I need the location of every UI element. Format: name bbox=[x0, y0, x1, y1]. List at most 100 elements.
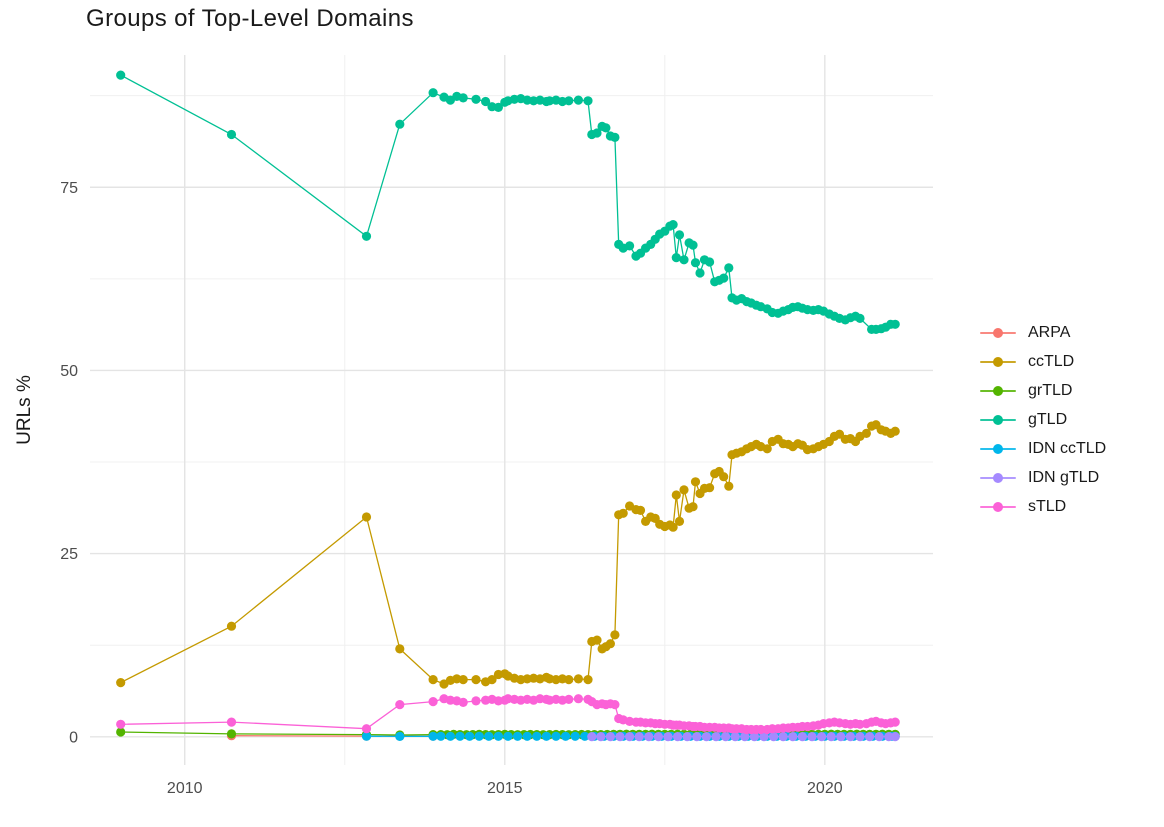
data-point-idn-cctld bbox=[561, 731, 571, 741]
data-point-idn-gtld bbox=[663, 732, 673, 742]
data-point-gtld bbox=[471, 94, 481, 104]
data-point-idn-gtld bbox=[692, 732, 702, 742]
data-point-idn-gtld bbox=[865, 732, 875, 742]
series-line-gtld bbox=[120, 74, 896, 331]
data-point-idn-gtld bbox=[730, 732, 740, 742]
data-point-idn-cctld bbox=[522, 731, 532, 741]
data-point-stld bbox=[610, 700, 620, 710]
y-tick-label: 75 bbox=[60, 180, 78, 197]
legend-label-idn-cctld: IDN ccTLD bbox=[1028, 439, 1107, 457]
legend-item-cctld: ccTLD bbox=[980, 347, 1106, 376]
data-point-cctld bbox=[705, 483, 715, 493]
data-point-gtld bbox=[592, 128, 602, 138]
data-point-idn-gtld bbox=[605, 732, 616, 742]
legend-key-icon-cctld bbox=[980, 356, 1016, 368]
data-point-stld bbox=[395, 700, 405, 710]
data-point-idn-gtld bbox=[644, 732, 654, 742]
data-point-idn-gtld bbox=[826, 732, 836, 742]
data-point-idn-gtld bbox=[721, 732, 731, 742]
data-point-grtld bbox=[116, 727, 126, 737]
data-point-gtld bbox=[428, 88, 438, 98]
data-point-idn-cctld bbox=[551, 731, 561, 741]
data-point-gtld bbox=[690, 258, 701, 268]
data-point-gtld bbox=[458, 93, 468, 103]
data-point-idn-cctld bbox=[541, 731, 552, 741]
legend-key-icon-idn-cctld bbox=[980, 443, 1016, 455]
data-point-idn-gtld bbox=[788, 732, 798, 742]
legend-key-icon-gtld bbox=[980, 414, 1016, 426]
data-point-gtld bbox=[695, 268, 705, 278]
data-point-gtld bbox=[583, 96, 593, 106]
data-point-cctld bbox=[395, 644, 405, 654]
data-point-idn-gtld bbox=[749, 732, 760, 742]
data-point-idn-gtld bbox=[797, 732, 808, 742]
data-point-stld bbox=[116, 719, 126, 729]
data-point-gtld bbox=[361, 231, 372, 241]
legend-label-arpa: ARPA bbox=[1028, 323, 1071, 341]
data-point-idn-gtld bbox=[778, 732, 788, 742]
data-point-cctld bbox=[226, 621, 237, 631]
data-point-idn-gtld bbox=[682, 732, 692, 742]
data-point-cctld bbox=[724, 481, 734, 491]
data-point-cctld bbox=[671, 490, 681, 500]
data-point-cctld bbox=[618, 508, 628, 518]
data-point-idn-gtld bbox=[673, 732, 683, 742]
data-point-cctld bbox=[458, 675, 468, 685]
data-point-idn-cctld bbox=[580, 731, 590, 741]
legend-item-idn-gtld: IDN gTLD bbox=[980, 463, 1106, 492]
data-point-idn-gtld bbox=[874, 732, 884, 742]
data-point-gtld bbox=[625, 241, 635, 251]
data-point-idn-cctld bbox=[465, 731, 475, 741]
data-point-cctld bbox=[762, 444, 772, 454]
data-point-idn-gtld bbox=[596, 732, 606, 742]
data-point-stld bbox=[226, 717, 237, 727]
data-point-cctld bbox=[428, 675, 438, 685]
data-point-idn-gtld bbox=[587, 732, 597, 742]
legend-key-icon-arpa bbox=[980, 327, 1016, 339]
chart-title: Groups of Top-Level Domains bbox=[86, 5, 414, 32]
data-point-idn-cctld bbox=[493, 731, 503, 741]
data-point-cctld bbox=[690, 477, 701, 487]
legend-label-cctld: ccTLD bbox=[1028, 352, 1075, 370]
data-point-cctld bbox=[116, 678, 126, 688]
data-point-gtld bbox=[855, 313, 865, 323]
data-point-gtld bbox=[671, 253, 681, 263]
y-tick-label: 50 bbox=[60, 363, 78, 380]
data-point-gtld bbox=[890, 319, 900, 329]
data-point-gtld bbox=[481, 96, 491, 107]
data-point-idn-cctld bbox=[361, 731, 372, 741]
data-point-cctld bbox=[573, 674, 584, 684]
data-point-cctld bbox=[487, 675, 497, 685]
data-point-stld bbox=[573, 694, 584, 704]
legend-key-icon-idn-gtld bbox=[980, 472, 1016, 484]
x-tick-label: 2010 bbox=[167, 780, 203, 797]
data-point-grtld bbox=[226, 729, 237, 739]
data-point-stld bbox=[361, 724, 372, 734]
data-point-idn-cctld bbox=[474, 731, 484, 741]
data-point-idn-gtld bbox=[740, 732, 750, 742]
legend-label-grtld: grTLD bbox=[1028, 381, 1073, 399]
data-point-cctld bbox=[890, 426, 900, 436]
data-point-stld bbox=[564, 694, 574, 705]
legend-label-idn-gtld: IDN gTLD bbox=[1028, 468, 1100, 486]
data-point-idn-cctld bbox=[455, 731, 465, 741]
legend: ARPA ccTLD grTLD gTLD IDN ccTLD IDN gTLD sTLD bbox=[980, 318, 1106, 521]
data-point-gtld bbox=[679, 255, 689, 265]
data-point-idn-cctld bbox=[428, 731, 438, 741]
data-point-gtld bbox=[493, 102, 503, 112]
data-point-gtld bbox=[610, 132, 620, 142]
data-point-gtld bbox=[226, 129, 237, 140]
y-tick-label: 25 bbox=[60, 546, 78, 563]
data-point-gtld bbox=[564, 96, 574, 106]
data-point-idn-cctld bbox=[436, 731, 446, 741]
data-point-idn-cctld bbox=[484, 731, 494, 741]
data-point-stld bbox=[458, 697, 468, 708]
legend-key-icon-grtld bbox=[980, 385, 1016, 397]
data-point-cctld bbox=[605, 639, 616, 649]
data-point-idn-cctld bbox=[532, 731, 542, 741]
data-point-cctld bbox=[861, 428, 872, 438]
data-point-cctld bbox=[592, 635, 602, 645]
data-point-gtld bbox=[719, 273, 729, 283]
data-point-cctld bbox=[610, 630, 620, 640]
